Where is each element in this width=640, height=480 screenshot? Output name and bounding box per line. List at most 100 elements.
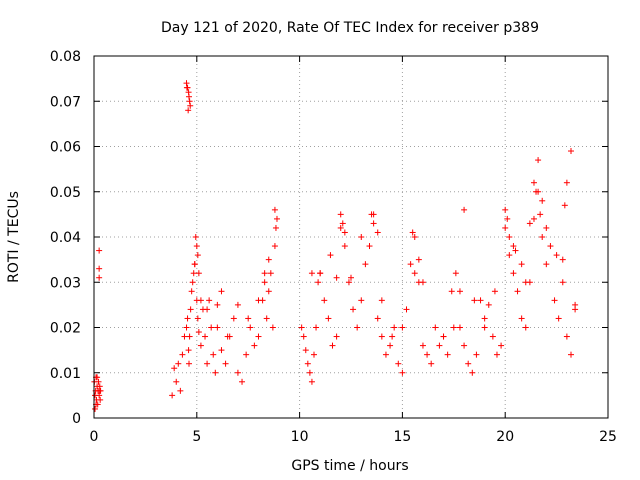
data-point (522, 324, 529, 331)
data-point (366, 243, 373, 250)
data-point (341, 243, 348, 250)
data-point (489, 333, 496, 340)
data-point (512, 247, 519, 254)
data-point (539, 234, 546, 240)
data-point (192, 234, 199, 240)
data-point (197, 342, 204, 349)
data-point (473, 351, 480, 358)
data-point (411, 234, 418, 240)
data-point (255, 297, 262, 304)
y-axis-label: ROTI / TECUs (6, 191, 22, 283)
data-point (265, 288, 272, 295)
data-point (350, 306, 357, 313)
data-point (181, 333, 188, 340)
data-point (339, 220, 346, 227)
data-point (333, 274, 340, 281)
data-point (218, 288, 225, 295)
data-point (543, 224, 550, 231)
x-tick-label: 10 (291, 429, 309, 445)
data-point (461, 206, 468, 213)
data-point (261, 270, 268, 277)
data-point (522, 279, 529, 286)
data-point (96, 274, 103, 281)
data-point (261, 279, 268, 286)
data-point (187, 306, 194, 313)
data-point (204, 306, 211, 313)
data-point (186, 98, 193, 105)
data-point (469, 369, 476, 376)
data-point (183, 84, 190, 91)
data-point (415, 256, 422, 263)
data-point (526, 220, 533, 227)
x-tick-label: 25 (599, 429, 617, 445)
data-point (452, 270, 459, 277)
data-point (230, 315, 237, 322)
data-point (561, 202, 568, 209)
data-point (96, 247, 103, 254)
data-point (317, 270, 324, 277)
data-point (194, 315, 201, 322)
data-point (224, 333, 231, 340)
data-point (424, 351, 431, 358)
data-point (368, 211, 375, 218)
data-point (187, 102, 194, 109)
x-tick-label: 5 (192, 429, 201, 445)
data-point (204, 360, 211, 367)
data-point (195, 270, 202, 277)
x-tick-label: 20 (496, 429, 514, 445)
data-point (428, 360, 435, 367)
data-point (300, 333, 307, 340)
data-point (419, 342, 426, 349)
data-point (177, 387, 184, 394)
data-point (518, 315, 525, 322)
data-point (251, 342, 258, 349)
data-point (456, 288, 463, 295)
data-point (502, 224, 509, 231)
data-point (247, 324, 254, 331)
data-point (94, 374, 101, 381)
y-tick-label: 0.07 (50, 94, 81, 110)
data-point (567, 351, 574, 358)
data-point (506, 234, 513, 240)
data-point (191, 261, 198, 268)
data-point (411, 270, 418, 277)
data-point (559, 256, 566, 263)
data-point (194, 252, 201, 259)
y-tick-label: 0.02 (50, 321, 81, 337)
data-point (173, 378, 180, 385)
data-point (315, 279, 322, 286)
data-point (491, 288, 498, 295)
data-point (456, 324, 463, 331)
data-point (214, 324, 221, 331)
data-point (567, 148, 574, 155)
data-point (210, 351, 217, 358)
data-point (337, 211, 344, 218)
y-axis: 0 0.01 0.02 0.03 0.04 0.05 0.06 0.07 0.08 (50, 49, 608, 427)
y-tick-label: 0.05 (50, 185, 81, 201)
data-point (539, 197, 546, 204)
data-point (214, 301, 221, 308)
data-point (399, 369, 406, 376)
data-point (502, 206, 509, 213)
data-point (477, 297, 484, 304)
data-point (96, 387, 103, 394)
data-point (265, 256, 272, 263)
data-point (389, 333, 396, 340)
data-point (169, 392, 176, 399)
data-point (308, 270, 315, 277)
data-point (440, 333, 447, 340)
x-tick-label: 15 (393, 429, 411, 445)
x-axis: 0 5 10 15 20 25 (90, 56, 617, 445)
data-point (378, 297, 385, 304)
data-point (239, 378, 246, 385)
data-point (185, 360, 192, 367)
data-point (382, 351, 389, 358)
data-point (327, 252, 334, 259)
data-point (263, 315, 270, 322)
data-point (222, 360, 229, 367)
data-point (374, 315, 381, 322)
data-point (533, 188, 540, 195)
data-point (559, 279, 566, 286)
data-point (563, 179, 570, 186)
